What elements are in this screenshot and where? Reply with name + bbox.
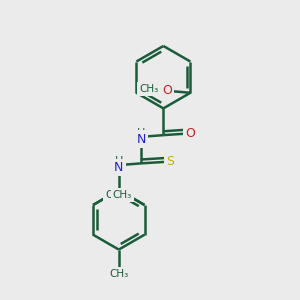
Text: O: O	[185, 127, 195, 140]
Text: CH₃: CH₃	[113, 190, 132, 200]
Text: H: H	[137, 128, 145, 138]
Text: O: O	[162, 84, 172, 97]
Text: S: S	[166, 155, 174, 168]
Text: H: H	[115, 156, 123, 166]
Text: N: N	[136, 133, 146, 146]
Text: CH₃: CH₃	[139, 84, 158, 94]
Text: N: N	[114, 161, 124, 174]
Text: CH₃: CH₃	[105, 190, 124, 200]
Text: CH₃: CH₃	[109, 269, 128, 279]
